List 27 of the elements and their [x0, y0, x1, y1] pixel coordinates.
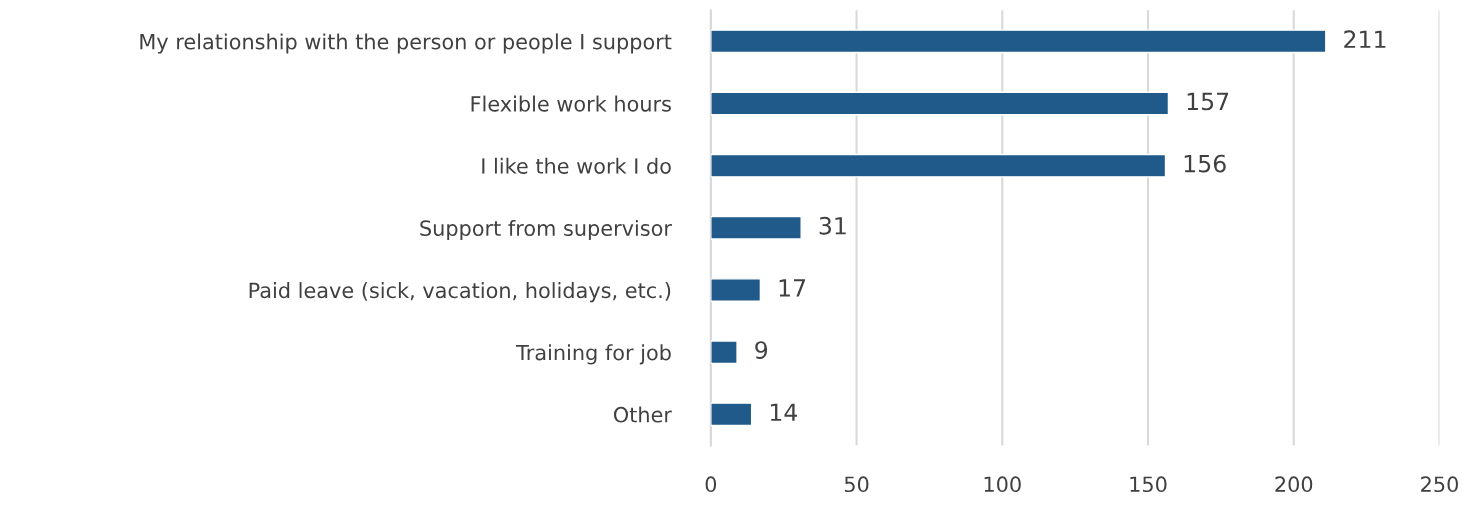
data-label: 14 — [770, 403, 798, 421]
data-label: 156 — [1184, 154, 1226, 173]
data-label: 157 — [1187, 92, 1229, 111]
x-tick-label: 50 — [844, 476, 869, 493]
y-tick-label: Training for job — [516, 344, 671, 365]
y-tick-label: Support from supervisor — [420, 219, 672, 241]
y-tick-label: My relationship with the person or people I support — [140, 33, 672, 54]
data-label: 9 — [755, 341, 768, 360]
x-tick-label: 200 — [1275, 476, 1313, 493]
x-tick-label: 100 — [984, 476, 1021, 493]
y-tick-label: Flexible work hours — [471, 95, 671, 112]
y-tick-label: Paid leave (sick, vacation, holidays, etc.) — [249, 282, 671, 303]
y-tick-label: Other — [613, 406, 672, 423]
bar — [710, 278, 762, 302]
bar — [710, 153, 1167, 178]
bar — [710, 340, 738, 365]
x-tick-label: 0 — [705, 476, 717, 493]
bar — [710, 29, 1327, 54]
bar — [710, 402, 753, 427]
bar — [710, 215, 802, 240]
data-label: 31 — [819, 216, 846, 235]
data-label: 211 — [1344, 30, 1386, 48]
x-tick-label: 250 — [1421, 476, 1458, 493]
bar — [710, 91, 1170, 116]
data-label: 17 — [779, 279, 806, 297]
y-tick-label: I like the work I do — [482, 157, 671, 174]
x-tick-label: 150 — [1130, 476, 1167, 493]
